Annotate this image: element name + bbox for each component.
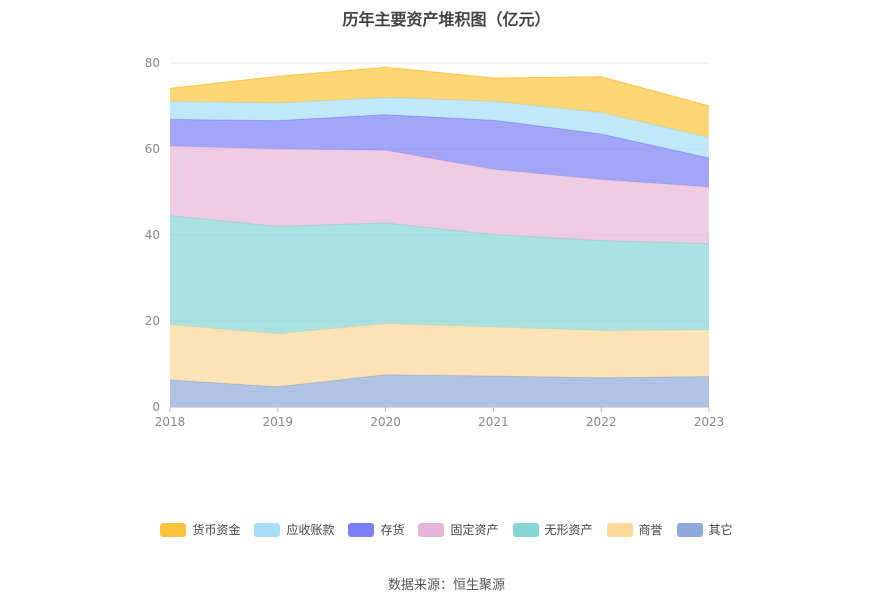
area-存货 (170, 114, 709, 187)
x-tick-label: 2018 (155, 415, 186, 429)
area-无形资产 (170, 215, 709, 334)
x-tick-label: 2023 (694, 415, 725, 429)
y-tick-label: 20 (145, 314, 160, 328)
legend-swatch (418, 522, 445, 537)
area-其它 (170, 374, 709, 407)
legend-item[interactable]: 无形资产 (512, 521, 593, 538)
y-tick-label: 0 (152, 400, 160, 414)
series-line-货币资金 (169, 66, 710, 107)
area-应收账款 (170, 97, 709, 159)
area-series (169, 66, 710, 407)
legend-swatch (160, 522, 187, 537)
source-note: 数据来源：恒生聚源 (387, 578, 505, 593)
legend-item[interactable]: 货币资金 (160, 521, 240, 538)
legend-swatch (512, 522, 539, 537)
y-tick-label: 80 (145, 56, 160, 70)
chart-title: 历年主要资产堆积图（亿元） (342, 10, 551, 29)
legend-label: 应收账款 (286, 523, 335, 537)
area-货币资金 (170, 67, 709, 138)
legend-item[interactable]: 商誉 (606, 521, 663, 538)
legend-item[interactable]: 固定资产 (418, 521, 499, 538)
legend-swatch (254, 522, 281, 537)
legend-swatch (606, 522, 633, 537)
area-商誉 (170, 323, 709, 387)
axes: 0 20 40 60 80 2018 2019 2020 2021 2022 2023 (145, 56, 725, 429)
legend-item[interactable]: 其它 (676, 521, 733, 538)
legend-swatch (676, 522, 703, 537)
legend-item[interactable]: 应收账款 (254, 521, 334, 538)
legend-label: 其它 (708, 523, 733, 537)
legend-label: 无形资产 (544, 523, 593, 537)
legend-label: 商誉 (638, 523, 663, 537)
legend: 货币资金 应收账款 存货 固定资产 无形资产 商誉 其它 (0, 521, 893, 538)
y-tick-label: 40 (145, 228, 160, 242)
x-tick-label: 2020 (370, 415, 401, 429)
legend-label: 固定资产 (450, 523, 499, 537)
x-tick-label: 2019 (263, 415, 294, 429)
x-tick-label: 2022 (586, 415, 617, 429)
legend-label: 存货 (380, 523, 405, 537)
y-tick-label: 60 (145, 142, 160, 156)
x-tick-label: 2021 (478, 415, 509, 429)
legend-label: 货币资金 (192, 523, 241, 537)
legend-item[interactable]: 存货 (348, 521, 404, 538)
area-固定资产 (170, 145, 709, 244)
legend-swatch (348, 522, 375, 537)
